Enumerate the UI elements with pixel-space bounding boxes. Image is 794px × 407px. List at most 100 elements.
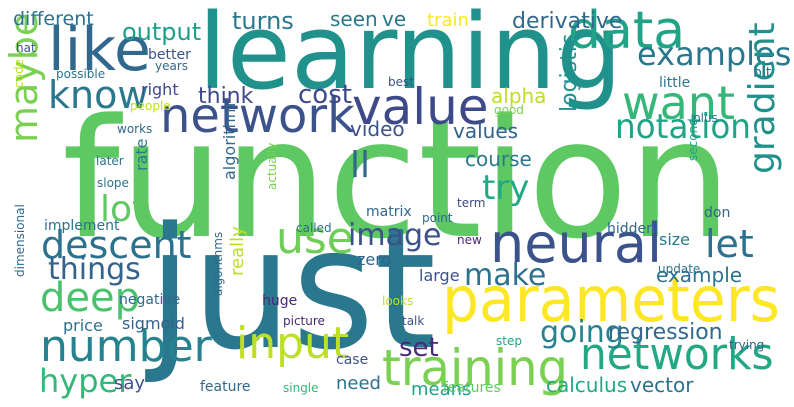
word-values: values	[453, 119, 519, 143]
word-hyper: hyper	[39, 362, 132, 400]
word-lot: lot	[100, 189, 147, 230]
word-works: works	[117, 122, 153, 136]
word-networks: networks	[580, 329, 774, 380]
word-let: let	[705, 222, 754, 266]
word-deep: deep	[40, 275, 140, 321]
word-new: new	[457, 233, 482, 247]
word-seen: seen	[330, 7, 378, 31]
word-training: training	[382, 339, 568, 397]
word-implement: implement	[44, 218, 120, 234]
word-make: make	[464, 258, 547, 293]
word-point: point	[422, 211, 453, 225]
word-cost: cost	[298, 80, 352, 110]
word-neural: neural	[490, 212, 662, 275]
word-slope: slope	[97, 176, 129, 190]
word-regression: regression	[608, 320, 723, 345]
word-notation: notation	[615, 107, 751, 147]
word-bit: bit	[753, 65, 772, 81]
word-matrix: matrix	[366, 204, 412, 220]
word-video: video	[350, 117, 405, 141]
word-possible: possible	[56, 67, 106, 81]
word-output: output	[122, 18, 202, 46]
word-people: people	[130, 99, 171, 113]
word-step: step	[496, 334, 522, 348]
word-gradient: gradient	[742, 22, 783, 174]
word-single: single	[283, 381, 319, 395]
word-train: train	[427, 10, 469, 31]
word-really: really	[227, 226, 248, 276]
word-rate: rate	[132, 138, 151, 172]
word-term: term	[457, 196, 486, 210]
word-algorithm: algorithm	[220, 102, 239, 180]
word-dimensional: dimensional	[13, 204, 27, 277]
word-looks: looks	[382, 294, 414, 308]
word-vector: vector	[630, 373, 694, 397]
word-hidden: hidden	[607, 221, 656, 237]
word-better: better	[148, 47, 191, 63]
word-best: best	[388, 75, 414, 89]
word-right: right	[141, 80, 179, 99]
word-need: need	[336, 373, 381, 394]
word-second: second	[686, 118, 700, 161]
word-ve: ve	[382, 7, 407, 31]
word-number: number	[40, 321, 212, 372]
word-just: just	[148, 191, 437, 387]
word-feature: feature	[200, 379, 251, 395]
word-turns: turns	[232, 7, 294, 35]
word-years: years	[155, 59, 189, 73]
word-alpha: alpha	[491, 84, 547, 108]
word-huge: huge	[262, 293, 298, 309]
word-use: use	[276, 213, 354, 264]
word-update: update	[658, 262, 701, 276]
word-different: different	[13, 8, 94, 30]
word-later: later	[96, 154, 124, 168]
word-little: little	[659, 75, 691, 91]
word-hat: hat	[16, 41, 36, 55]
word-sigmoid: sigmoid	[122, 314, 185, 333]
word-example: example	[656, 263, 743, 287]
word-don: don	[704, 205, 731, 221]
word-data: data	[568, 1, 686, 61]
word-think: think	[198, 84, 254, 109]
word-try: try	[482, 168, 530, 208]
word-calculus: calculus	[546, 373, 628, 397]
word-good: good	[494, 103, 524, 117]
word-examples: examples	[637, 35, 792, 73]
word-price: price	[63, 316, 103, 335]
word-code: code	[12, 59, 26, 88]
word-say: say	[114, 373, 146, 394]
word-algorithms: algorithms	[211, 231, 225, 296]
word-things: things	[48, 252, 141, 287]
word-descent: descent	[41, 223, 192, 267]
word-going: going	[540, 315, 624, 350]
word-actually: actually	[265, 142, 279, 190]
word-features: features	[443, 380, 501, 396]
word-like: like	[48, 15, 151, 85]
word-ll: ll	[350, 145, 371, 186]
word-zero: zero	[357, 250, 392, 269]
word-picture: picture	[283, 314, 325, 328]
word-case: case	[336, 352, 369, 368]
word-plus: plus	[693, 111, 718, 125]
word-means: means	[411, 379, 472, 400]
word-value: value	[352, 78, 489, 136]
word-derivative: derivative	[512, 9, 623, 34]
word-size: size	[659, 230, 691, 249]
word-called: called	[296, 221, 332, 235]
word-course: course	[465, 147, 532, 171]
word-input: input	[236, 318, 350, 369]
word-negative: negative	[119, 292, 181, 308]
word-function: function	[62, 84, 732, 275]
word-know: know	[48, 73, 149, 117]
word-set: set	[399, 333, 439, 363]
word-trying: trying	[729, 338, 765, 352]
word-large: large	[419, 266, 460, 285]
word-want: want	[622, 76, 736, 130]
word-learning: learning	[198, 0, 623, 113]
word-parameters: parameters	[442, 263, 781, 336]
word-image: image	[348, 218, 442, 253]
word-logistic: logistic	[557, 34, 582, 112]
word-network: network	[160, 88, 355, 144]
word-talk: talk	[402, 314, 425, 328]
